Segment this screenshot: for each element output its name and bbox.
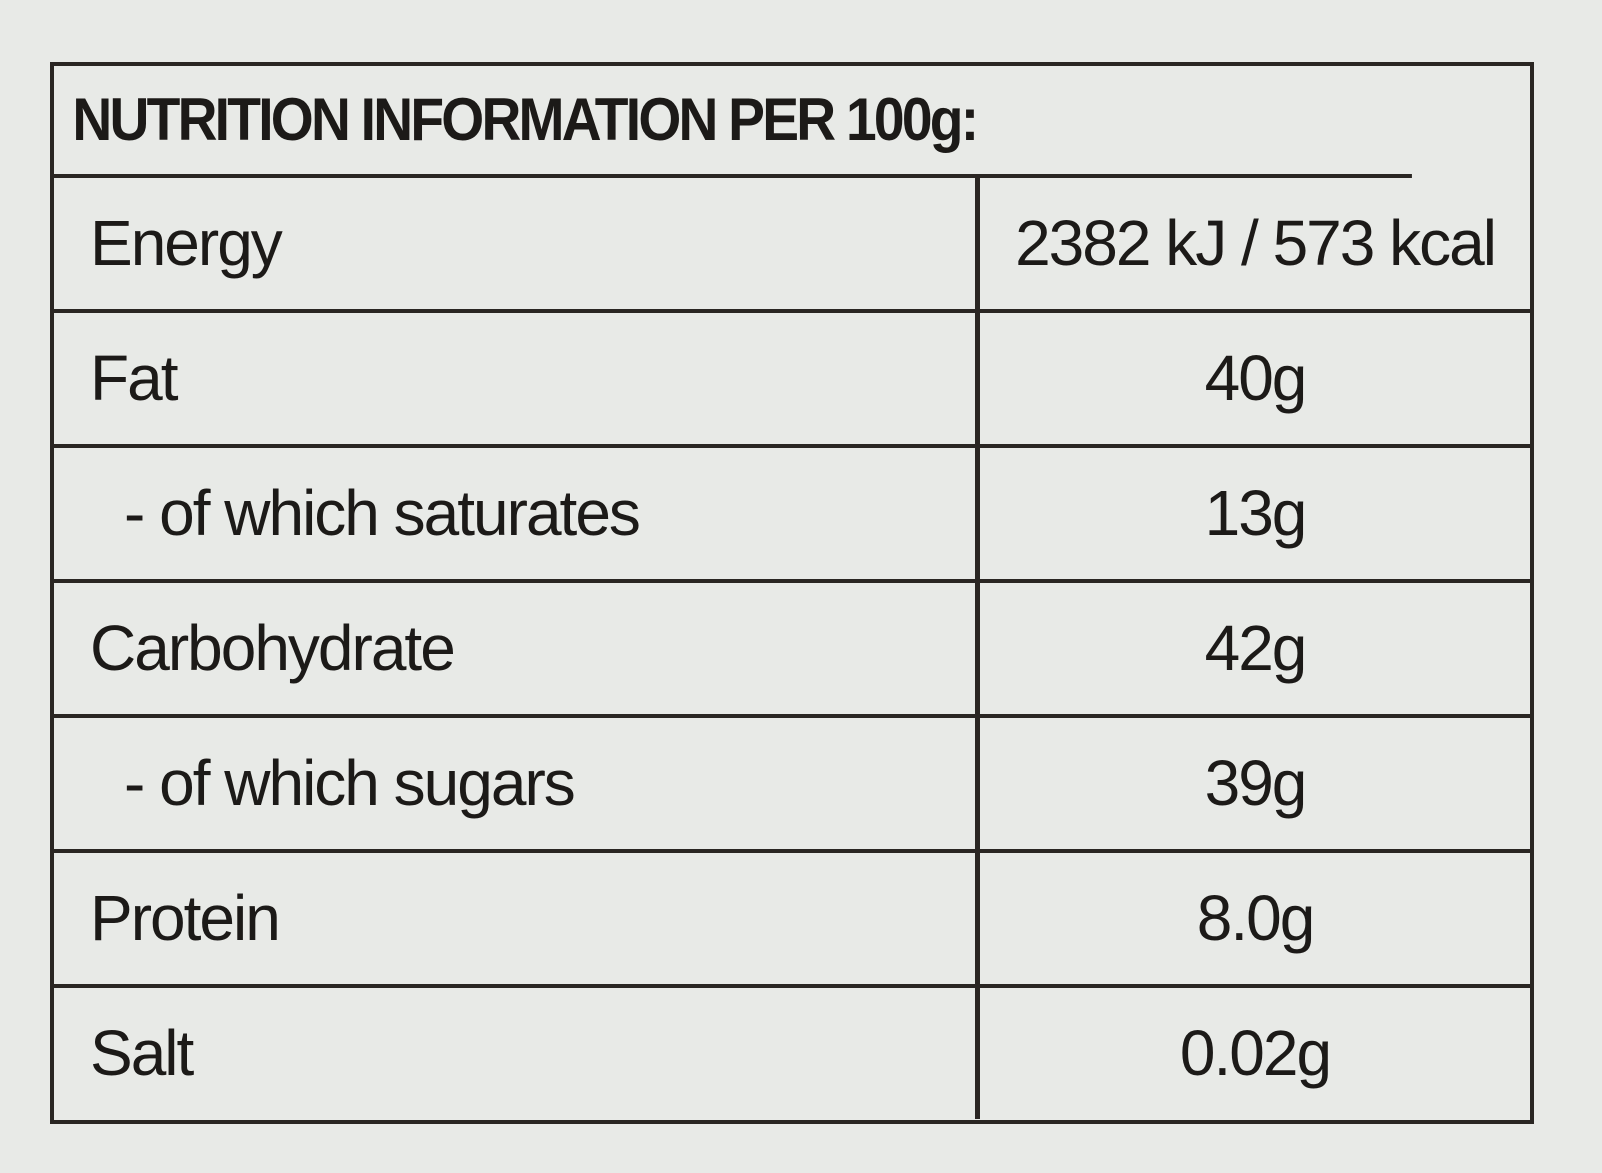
nutrient-name: Salt bbox=[54, 988, 980, 1119]
table-row: Fat 40g bbox=[54, 313, 1530, 448]
nutrient-name: - of which sugars bbox=[54, 718, 980, 849]
nutrient-value: 2382 kJ / 573 kcal bbox=[1015, 207, 1497, 279]
nutrient-name: Protein bbox=[54, 853, 980, 984]
nutrient-value: 40g bbox=[1204, 342, 1308, 414]
nutrient-name: Energy bbox=[54, 178, 980, 309]
nutrient-name: - of which saturates bbox=[54, 448, 980, 579]
table-row: Salt 0.02g bbox=[54, 988, 1530, 1119]
table-row: Carbohydrate 42g bbox=[54, 583, 1530, 718]
nutrient-value: 0.02g bbox=[1179, 1017, 1332, 1089]
nutrient-name: Fat bbox=[54, 313, 980, 444]
table-row: - of which sugars 39g bbox=[54, 718, 1530, 853]
nutrient-value: 39g bbox=[1204, 747, 1308, 819]
table-row: - of which saturates 13g bbox=[54, 448, 1530, 583]
table-row: Energy 2382 kJ / 573 kcal bbox=[54, 178, 1530, 313]
nutrient-value: 42g bbox=[1204, 612, 1308, 684]
table-body: Energy 2382 kJ / 573 kcal Fat 40g - of which… bbox=[54, 178, 1530, 1119]
table-row: Protein 8.0g bbox=[54, 853, 1530, 988]
nutrition-table: NUTRITION INFORMATION PER 100g: Energy 23… bbox=[50, 62, 1534, 1124]
nutrient-value: 8.0g bbox=[1196, 882, 1316, 954]
nutrient-value: 13g bbox=[1204, 477, 1308, 549]
nutrient-name: Carbohydrate bbox=[54, 583, 980, 714]
table-title: NUTRITION INFORMATION PER 100g: bbox=[54, 66, 1412, 178]
